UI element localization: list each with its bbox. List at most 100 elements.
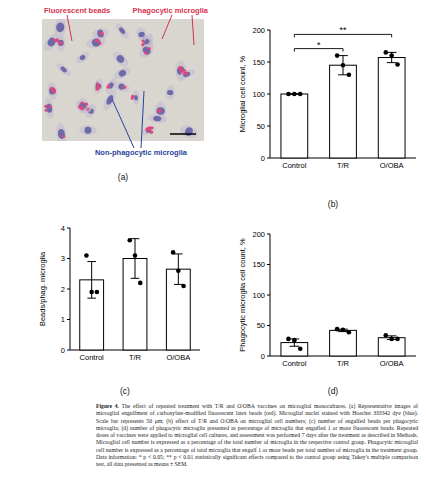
error-cap <box>338 74 348 75</box>
x-tick-label: T/R <box>129 353 142 362</box>
data-point <box>335 327 340 332</box>
data-point <box>176 268 181 273</box>
error-cap <box>387 52 397 53</box>
x-tick-label: Control <box>282 359 307 368</box>
bead <box>81 102 84 105</box>
cell-body <box>56 34 66 51</box>
bead <box>95 87 99 91</box>
data-point <box>298 346 303 351</box>
data-point <box>95 290 100 295</box>
significance-label: * <box>317 40 321 50</box>
cell-body <box>79 125 97 135</box>
data-point <box>395 62 400 67</box>
y-tick-label: 50 <box>257 122 265 131</box>
y-tick <box>267 356 270 357</box>
bead <box>55 38 59 42</box>
bar <box>80 280 104 350</box>
y-tick-label: 0 <box>261 352 265 361</box>
error-cap <box>387 335 397 336</box>
bead <box>96 82 99 85</box>
y-tick-label: 100 <box>252 90 265 99</box>
y-tick <box>67 289 70 290</box>
nucleus <box>182 71 191 78</box>
nucleus <box>141 45 152 56</box>
marks <box>281 327 405 356</box>
bead <box>58 41 62 45</box>
chart: 050100150200Phagocytic microglia cell co… <box>238 230 416 397</box>
cell-body <box>178 123 199 141</box>
y-tick-label: 0 <box>261 154 265 163</box>
caption: Figure 4. The effect of repeated treatme… <box>96 403 418 469</box>
y-tick <box>267 126 270 127</box>
cell-body <box>113 21 131 40</box>
error-bar <box>131 239 140 279</box>
bead <box>131 95 134 98</box>
bead <box>52 89 56 93</box>
data-point <box>181 284 186 289</box>
nucleus <box>56 22 65 33</box>
data-point <box>298 92 303 97</box>
marks <box>80 238 191 350</box>
nucleus <box>46 36 57 48</box>
bead <box>52 89 56 93</box>
cell-body <box>74 50 91 66</box>
error-cap <box>131 238 140 239</box>
nucleus <box>79 54 86 61</box>
bead <box>62 135 65 138</box>
data-point <box>138 281 143 286</box>
data-point <box>347 73 352 78</box>
nucleus <box>48 87 56 95</box>
marks <box>281 50 405 158</box>
annotation: Phagocytic microglia <box>133 6 209 15</box>
bar <box>330 65 357 158</box>
y-tick <box>267 325 270 326</box>
bead <box>142 40 145 43</box>
nucleus <box>156 107 164 115</box>
y-axis-label: Microglial cell count, % <box>238 56 247 133</box>
cell-body <box>165 85 176 101</box>
error-cap <box>387 62 397 63</box>
y-tick-label: 100 <box>252 291 265 300</box>
caption-text: The effect of repeated treatment with T/… <box>96 403 418 467</box>
nucleus <box>84 127 91 134</box>
nucleus <box>153 116 161 122</box>
significance-label: ** <box>339 25 347 35</box>
data-point <box>292 92 297 97</box>
scale-bar <box>170 133 196 135</box>
bead <box>157 109 161 113</box>
cell-body <box>147 114 167 124</box>
y-tick <box>267 158 270 159</box>
nucleus <box>118 26 126 35</box>
y-tick-label: 150 <box>252 58 265 67</box>
arrow <box>141 91 144 148</box>
annotation: Non-phagocytic microglia <box>95 148 188 157</box>
bar <box>281 94 308 158</box>
x-tick-label: T/R <box>337 359 350 368</box>
error-bar <box>174 254 183 284</box>
y-tick <box>267 264 270 265</box>
data-point <box>89 290 94 295</box>
panel-label: (c) <box>120 386 130 396</box>
bead <box>98 42 101 45</box>
y-axis-label: Phagocytic microglia cell count, % <box>238 238 247 352</box>
y-tick <box>267 234 270 235</box>
arrow <box>67 15 72 41</box>
cell-body <box>77 97 88 114</box>
cell-body <box>110 49 131 69</box>
y-tick-label: 2 <box>61 285 65 294</box>
y-tick <box>67 228 70 229</box>
data-point <box>389 337 394 342</box>
x-tick-label: O/OBA <box>380 359 404 368</box>
cell-body <box>137 40 157 60</box>
y-tick-label: 0 <box>61 346 65 355</box>
nucleus <box>115 54 125 64</box>
data-point <box>133 253 138 258</box>
cell-body <box>112 65 133 82</box>
nucleus <box>167 90 174 96</box>
nucleus <box>118 69 128 78</box>
x-tick-label: T/R <box>337 161 350 170</box>
data-point <box>286 92 291 97</box>
bead <box>85 103 88 106</box>
nucleus <box>105 94 115 106</box>
error-cap <box>87 298 96 299</box>
